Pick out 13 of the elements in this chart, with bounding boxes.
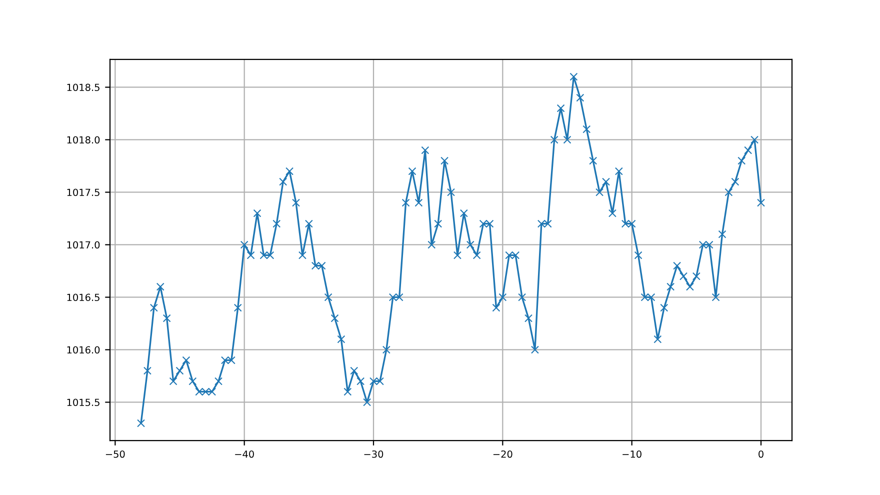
x-tick-label: −20 [493, 450, 512, 458]
y-tick-label: 1016.5 [67, 294, 100, 302]
y-tick-label: 1018.5 [67, 84, 100, 92]
y-tick-label: 1015.5 [67, 398, 100, 406]
y-tick-label: 1018.0 [67, 136, 100, 144]
x-tick-label: 0 [758, 450, 764, 458]
y-tick-label: 1017.0 [67, 241, 100, 249]
x-tick-label: −50 [106, 450, 125, 458]
y-tick-label: 1017.5 [67, 188, 100, 196]
x-tick-label: −40 [235, 450, 254, 458]
x-tick-label: −10 [622, 450, 642, 458]
x-tick-label: −30 [364, 450, 384, 458]
y-tick-label: 1016.0 [67, 346, 100, 354]
